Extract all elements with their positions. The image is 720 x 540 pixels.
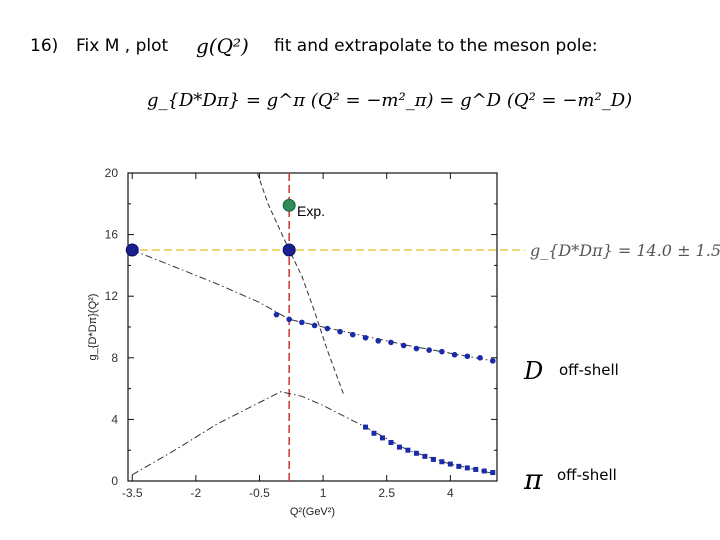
pi-offshell-point [456,463,462,469]
pi-offshell-point [405,447,411,453]
y-tick-label: 16 [105,228,119,242]
pi-offshell-point [439,459,445,465]
y-tick-label: 0 [111,474,118,488]
fit-curve-3 [256,172,345,397]
d-offshell-point [426,347,432,353]
pi-offshell-point [413,450,419,456]
x-tick-label: -0.5 [249,486,270,500]
pi-offshell-point [473,466,479,472]
fit-curve-2 [131,391,493,476]
pi-offshell-point [422,453,428,459]
slide-number: 16) [30,36,59,56]
pi-offshell-label: off-shell [557,466,617,484]
pi-meson-symbol: π [524,463,543,496]
pi-offshell-point [490,470,496,476]
d-offshell-point [489,358,496,364]
d-offshell-point [362,334,369,341]
coupling-result: g_{D*Dπ} = 14.0 ± 1.5 [530,241,720,260]
y-tick-label: 8 [111,351,118,365]
d-offshell-point [375,338,382,344]
y-tick-label: 12 [105,289,119,303]
x-tick-label: -2 [191,486,202,500]
d-offshell-point [299,319,305,326]
d-offshell-label: off-shell [559,361,619,379]
extrapolated-pole-point [125,243,139,257]
d-offshell-point [349,331,356,338]
heading-text-fit: fit and extrapolate to the meson pole: [274,36,598,56]
d-offshell-point [413,345,420,352]
pi-offshell-point [379,435,385,441]
d-offshell-point [477,355,483,361]
y-axis-title: g_{D*Dπ}(Q²) [87,294,99,361]
pi-offshell-point [396,444,402,450]
d-offshell-point [388,339,394,346]
pi-offshell-point [481,468,487,474]
d-offshell-point [439,348,445,355]
exp-label: Exp. [297,203,326,219]
d-offshell-point [324,325,331,332]
heading-formula: g(Q²) [196,34,249,58]
d-offshell-point [337,328,343,335]
x-tick-label: 1 [320,486,327,500]
x-tick-label: -3.5 [122,486,143,500]
fit-curve-1 [132,249,493,362]
heading-text-fix: Fix M , plot [76,36,169,56]
experimental-point [282,198,296,212]
x-axis-title: Q²(GeV²) [290,506,335,518]
pi-offshell-point [371,430,377,436]
d-offshell-point [273,311,280,318]
x-tick-label: 2.5 [378,486,395,500]
pi-offshell-point [464,465,470,471]
y-tick-label: 4 [111,412,118,426]
d-offshell-point [464,353,471,360]
pi-offshell-point [388,440,394,445]
coupling-equation: g_{D*Dπ} = g^π (Q² = −m²_π) = g^D (Q² = … [147,90,633,111]
pi-offshell-point [447,461,453,467]
pi-offshell-point [430,456,436,462]
y-tick-label: 20 [105,166,119,180]
x-tick-label: 4 [447,486,454,500]
d-offshell-point [286,316,292,323]
d-offshell-point [451,351,458,358]
extrapolated-pole-point [282,243,296,257]
d-meson-symbol: D [524,357,544,385]
pi-offshell-point [363,424,369,430]
d-offshell-point [400,342,407,349]
d-offshell-point [311,322,318,329]
